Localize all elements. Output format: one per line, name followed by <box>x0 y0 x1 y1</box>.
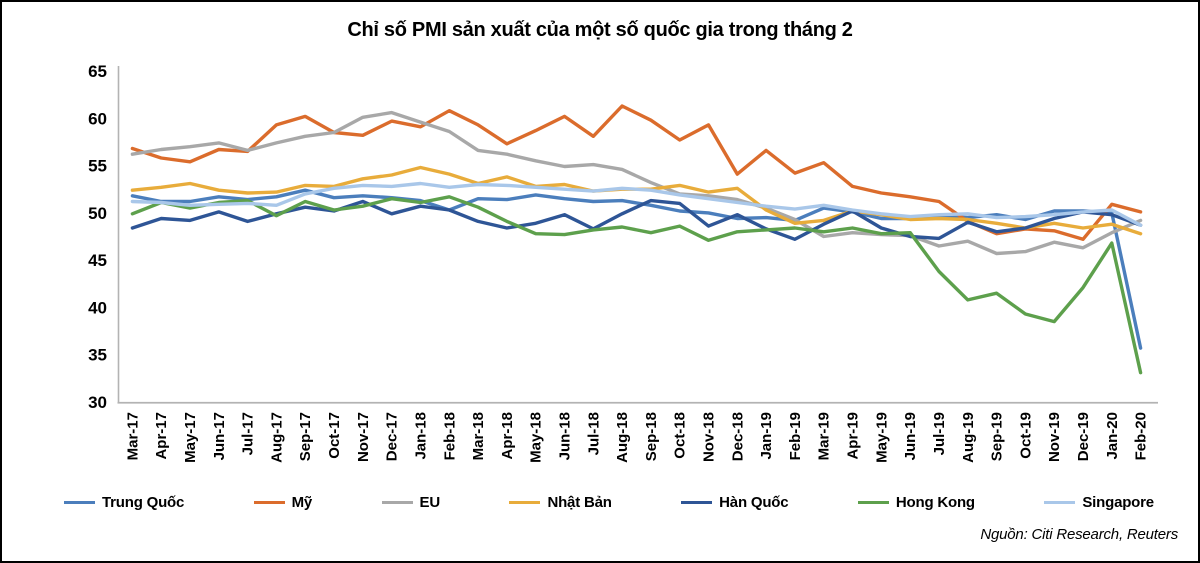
x-tick-label: Feb-20 <box>1133 412 1150 460</box>
x-tick-label: Jan-18 <box>412 412 429 460</box>
y-tick-label: 30 <box>88 393 107 412</box>
legend-item-hong-kong: Hong Kong <box>857 494 975 511</box>
y-tick-label: 55 <box>88 157 107 176</box>
legend-swatch-han-quoc <box>681 501 713 504</box>
x-tick-label: Oct-19 <box>1017 412 1034 459</box>
y-tick-label: 50 <box>88 204 107 223</box>
legend-label-my: Mỹ <box>291 494 313 511</box>
legend-item-eu: EU <box>381 494 441 511</box>
y-tick-label: 40 <box>88 298 107 317</box>
x-tick-label: Aug-17 <box>268 412 285 463</box>
x-tick-label: May-18 <box>528 412 545 463</box>
x-tick-label: Aug-18 <box>614 412 631 463</box>
x-tick-label: Feb-18 <box>441 412 458 460</box>
legend-swatch-nhat-ban <box>509 501 541 504</box>
legend-swatch-eu <box>381 501 413 504</box>
x-tick-label: Nov-18 <box>701 412 718 462</box>
x-tick-label: Nov-19 <box>1046 412 1063 462</box>
chart-title: Chỉ số PMI sản xuất của một số quốc gia … <box>347 19 853 41</box>
x-tick-label: Feb-19 <box>787 412 804 460</box>
legend-label-eu: EU <box>419 494 441 511</box>
chart-legend: Trung Quốc Mỹ EU Nhật Bản Hàn Quốc Hong Kong S… <box>64 494 1154 511</box>
x-tick-label: Jun-17 <box>211 412 228 460</box>
series-line-singapore <box>130 181 1143 227</box>
x-tick-label: Jul-17 <box>240 412 257 455</box>
x-tick-label: Jun-18 <box>556 412 573 460</box>
x-tick-label: Dec-18 <box>729 412 746 461</box>
source-caption: Nguồn: Citi Research, Reuters <box>980 526 1178 543</box>
series-line-hong-kong <box>130 195 1143 375</box>
legend-label-hong-kong: Hong Kong <box>895 494 975 511</box>
x-tick-label: May-17 <box>182 412 199 463</box>
legend-item-singapore: Singapore <box>1044 494 1154 511</box>
legend-swatch-hong-kong <box>857 501 889 504</box>
x-tick-label: Jun-19 <box>902 412 919 460</box>
x-tick-label: Sep-17 <box>297 412 314 461</box>
y-tick-label: 45 <box>88 251 107 270</box>
legend-label-nhat-ban: Nhật Bản <box>547 494 612 511</box>
y-tick-label: 65 <box>88 62 107 81</box>
x-tick-label: Jul-19 <box>931 412 948 455</box>
x-tick-label: May-19 <box>873 412 890 463</box>
x-tick-label: Apr-17 <box>153 412 170 460</box>
x-tick-label: Jan-20 <box>1104 412 1121 460</box>
legend-item-my: Mỹ <box>253 494 313 511</box>
series-line-my <box>130 104 1143 242</box>
series-line-eu <box>130 110 1143 256</box>
x-tick-label: Mar-19 <box>816 412 833 460</box>
x-tick-label: Mar-18 <box>470 412 487 460</box>
x-tick-label: Mar-17 <box>124 412 141 460</box>
legend-label-trung-quoc: Trung Quốc <box>102 494 185 511</box>
legend-label-han-quoc: Hàn Quốc <box>719 494 789 511</box>
y-tick-label: 60 <box>88 109 107 128</box>
legend-item-nhat-ban: Nhật Bản <box>509 494 612 511</box>
x-tick-label: Sep-19 <box>989 412 1006 461</box>
legend-item-trung-quoc: Trung Quốc <box>64 494 184 511</box>
x-tick-label: Aug-19 <box>960 412 977 463</box>
x-tick-label: Jul-18 <box>585 412 602 455</box>
x-tick-label: Apr-19 <box>845 412 862 460</box>
x-tick-label: Oct-18 <box>672 412 689 459</box>
series-line-han-quoc <box>130 198 1143 242</box>
series-line-trung-quoc <box>130 188 1143 350</box>
y-tick-label: 35 <box>88 346 107 365</box>
x-tick-label: Sep-18 <box>643 412 660 461</box>
x-tick-label: Nov-17 <box>355 412 372 462</box>
x-tick-label: Oct-17 <box>326 412 343 459</box>
x-tick-label: Jan-19 <box>758 412 775 460</box>
legend-swatch-my <box>253 501 285 504</box>
legend-swatch-trung-quoc <box>64 501 95 504</box>
x-tick-label: Dec-19 <box>1075 412 1092 461</box>
legend-swatch-singapore <box>1044 501 1076 504</box>
legend-item-han-quoc: Hàn Quốc <box>681 494 789 511</box>
x-tick-label: Dec-17 <box>384 412 401 461</box>
x-tick-label: Apr-18 <box>499 412 516 460</box>
legend-label-singapore: Singapore <box>1082 494 1154 511</box>
